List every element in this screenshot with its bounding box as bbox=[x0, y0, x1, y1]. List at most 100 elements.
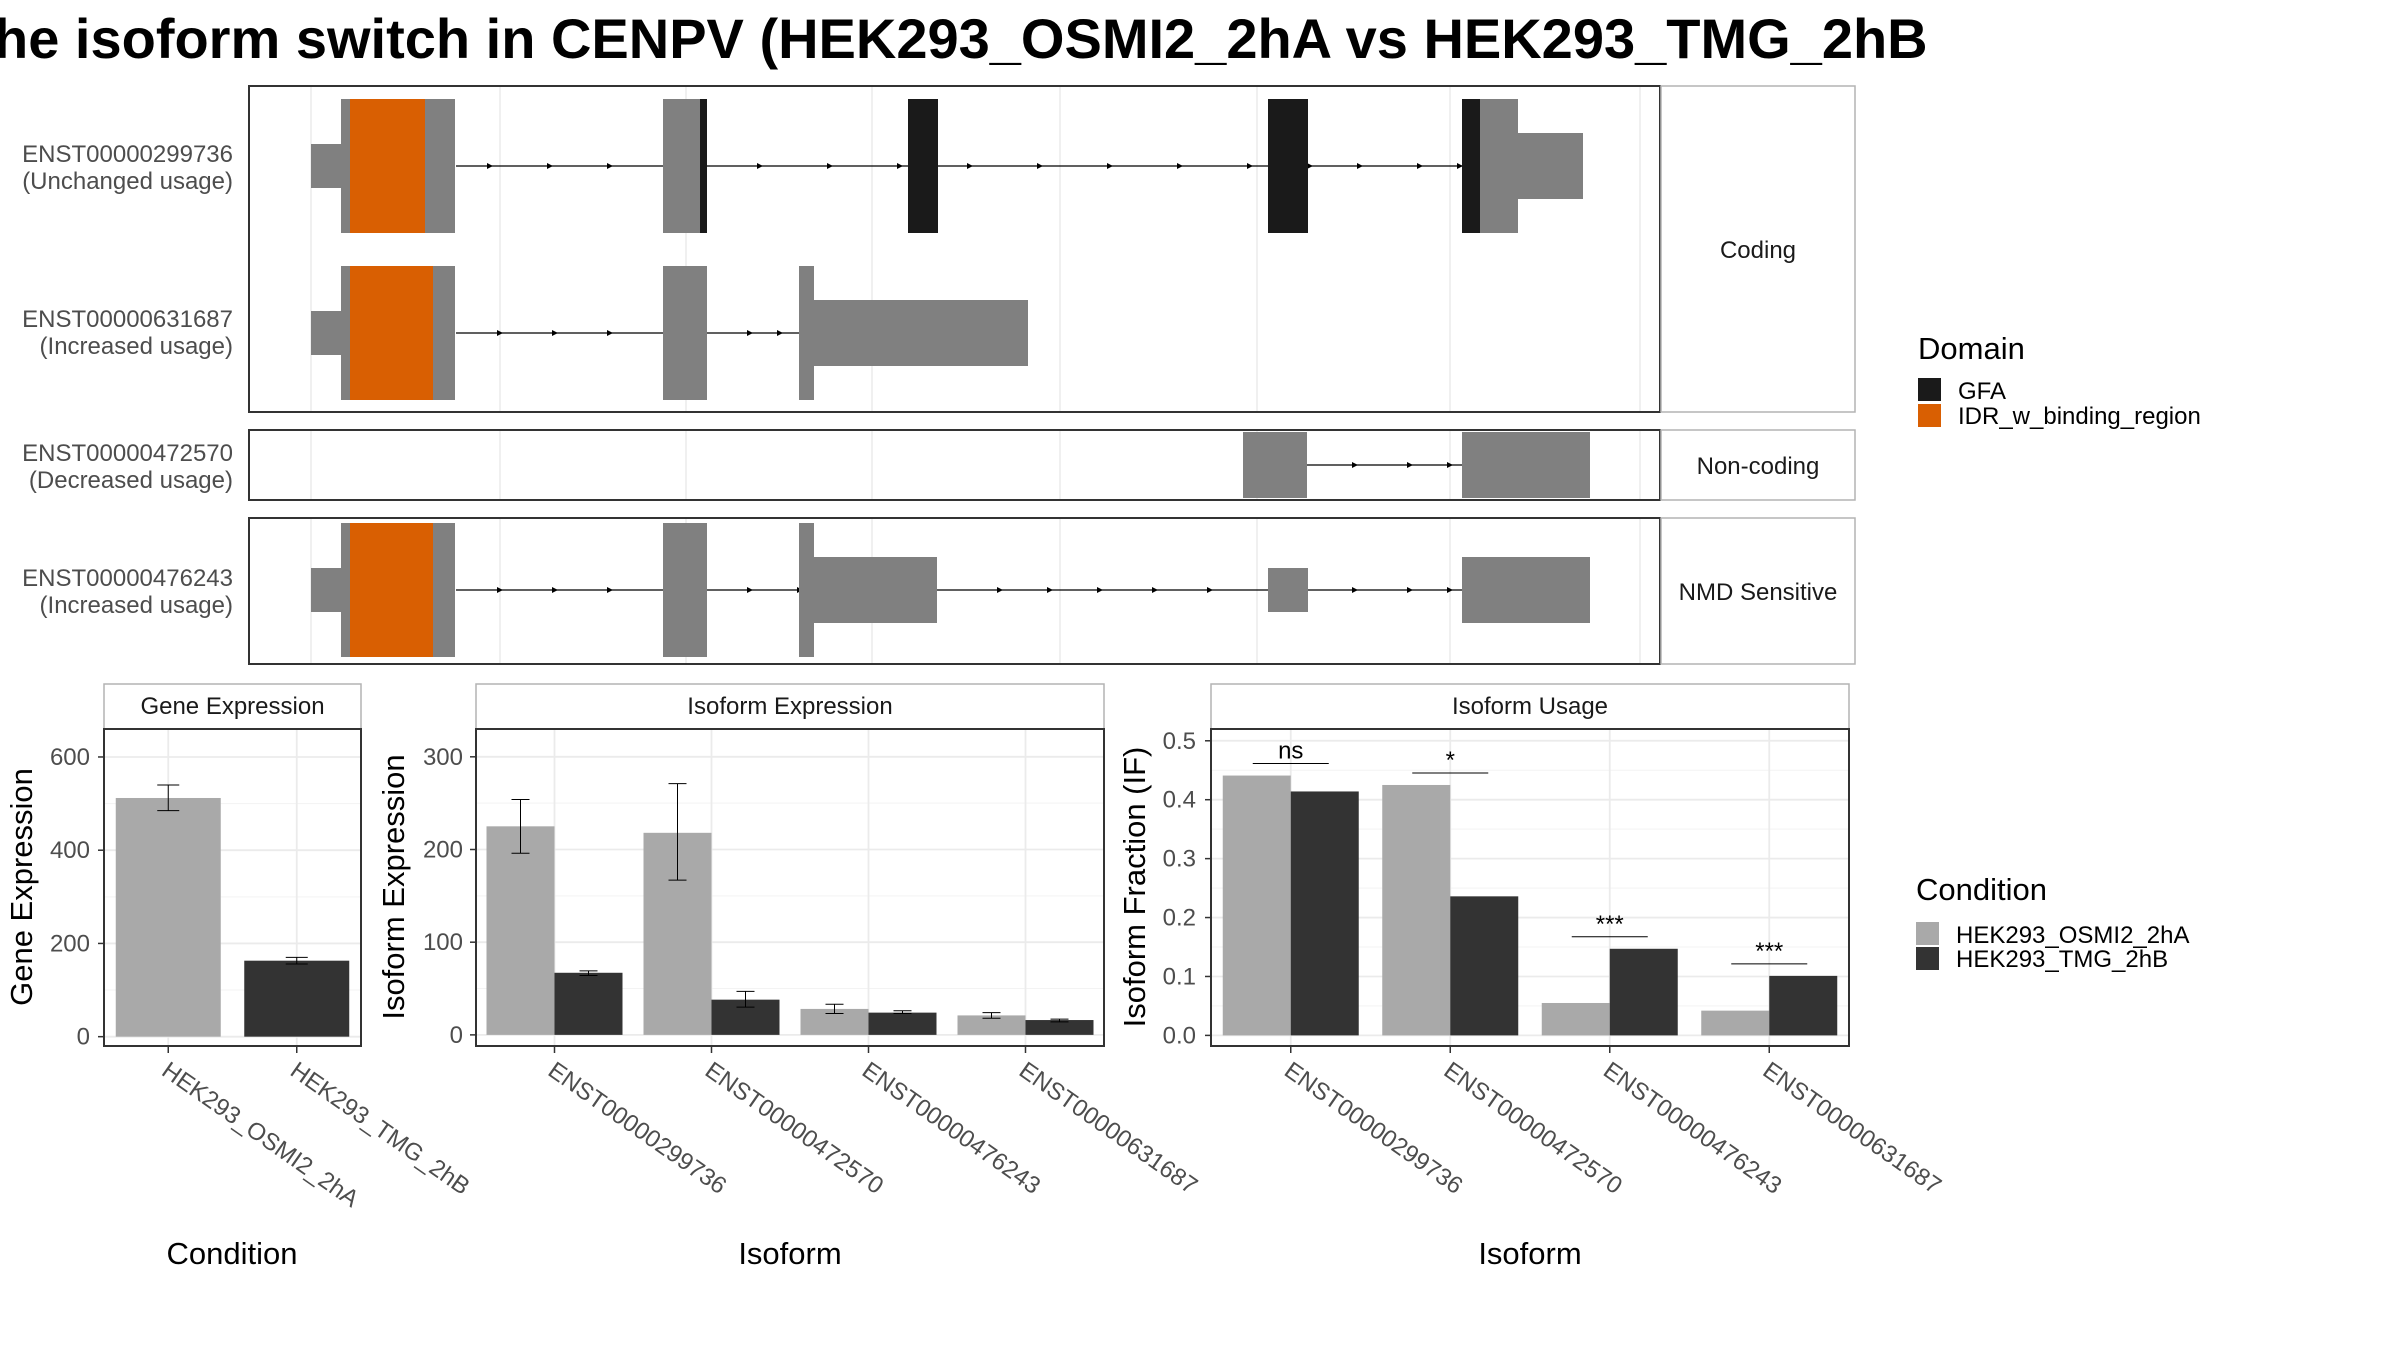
exon bbox=[663, 266, 707, 400]
y-tick-label: 0.1 bbox=[1163, 963, 1196, 990]
y-tick-label: 0.4 bbox=[1163, 787, 1196, 814]
strip-label-nmd: NMD Sensitive bbox=[1679, 579, 1838, 606]
idr-domain bbox=[350, 266, 433, 400]
intron-arrow bbox=[1047, 587, 1053, 593]
intron-arrow bbox=[747, 587, 753, 593]
significance-label: *** bbox=[1596, 911, 1624, 938]
exon bbox=[799, 523, 814, 657]
figure-title: he isoform switch in CENPV (HEK293_OSMI2… bbox=[0, 7, 1928, 70]
transcript-usage-3: (Decreased usage) bbox=[29, 467, 233, 494]
intron-arrow bbox=[1447, 462, 1453, 468]
intron-arrow bbox=[1447, 587, 1453, 593]
gfa-domain bbox=[1268, 99, 1308, 233]
intron-arrow bbox=[607, 587, 613, 593]
y-tick-label: 300 bbox=[423, 744, 463, 771]
intron-arrow bbox=[547, 163, 553, 169]
y-tick-label: 200 bbox=[50, 930, 90, 957]
bar bbox=[1541, 1002, 1610, 1036]
x-axis-title: Isoform bbox=[1478, 1236, 1581, 1271]
exon bbox=[1268, 568, 1308, 612]
strip-label-coding: Coding bbox=[1720, 237, 1796, 264]
intron-arrow bbox=[997, 587, 1003, 593]
exon bbox=[1518, 133, 1583, 199]
bar bbox=[1025, 1020, 1094, 1035]
significance-label: *** bbox=[1755, 938, 1783, 965]
intron-arrow bbox=[1417, 163, 1423, 169]
exon bbox=[799, 266, 814, 400]
bar bbox=[1290, 791, 1359, 1036]
x-axis-title: Isoform bbox=[738, 1236, 841, 1271]
exon-marks bbox=[311, 99, 1590, 657]
bar bbox=[244, 960, 350, 1037]
bar bbox=[115, 797, 221, 1037]
intron-arrow bbox=[897, 163, 903, 169]
transcript-usage-4: (Increased usage) bbox=[40, 592, 233, 619]
condition-legend-title: Condition bbox=[1916, 872, 2047, 907]
legend-label-cond-a: HEK293_OSMI2_2hA bbox=[1956, 922, 2189, 949]
intron-arrow bbox=[747, 330, 753, 336]
intron-arrow bbox=[607, 163, 613, 169]
exon bbox=[1462, 557, 1590, 623]
transcript-id-3: ENST00000472570 bbox=[22, 440, 233, 467]
intron-arrow bbox=[552, 587, 558, 593]
chart-strip-title: Isoform Expression bbox=[687, 693, 892, 720]
intron-arrow bbox=[497, 330, 503, 336]
exon bbox=[1243, 432, 1307, 498]
intron-arrow bbox=[1207, 587, 1213, 593]
strip-label-noncoding: Non-coding bbox=[1697, 453, 1820, 480]
bar bbox=[1769, 975, 1838, 1036]
chart-border bbox=[1210, 728, 1850, 1047]
intron-arrow bbox=[1357, 163, 1363, 169]
intron-arrow bbox=[1247, 163, 1253, 169]
legend-key-cond-b bbox=[1916, 947, 1939, 970]
y-tick-label: 0 bbox=[77, 1024, 90, 1051]
gfa-domain bbox=[700, 99, 707, 233]
exon bbox=[814, 557, 937, 623]
isoform-expression-chart: Isoform Expression0100200300ENST00000299… bbox=[376, 683, 1202, 1271]
gfa-domain bbox=[1462, 99, 1480, 233]
idr-domain bbox=[350, 523, 433, 657]
transcript-id-1: ENST00000299736 bbox=[22, 141, 233, 168]
x-axis-title: Condition bbox=[167, 1236, 298, 1271]
transcript-usage-1: (Unchanged usage) bbox=[22, 168, 233, 195]
y-tick-label: 400 bbox=[50, 837, 90, 864]
exon bbox=[1462, 432, 1590, 498]
transcript-usage-2: (Increased usage) bbox=[40, 333, 233, 360]
exon bbox=[311, 568, 343, 612]
exon bbox=[311, 144, 343, 188]
y-axis-title: Isoform Fraction (IF) bbox=[1117, 747, 1152, 1028]
intron-arrow bbox=[1107, 163, 1113, 169]
intron-arrow bbox=[1037, 163, 1043, 169]
chart-strip bbox=[1210, 683, 1850, 730]
y-axis-title: Isoform Expression bbox=[376, 754, 411, 1019]
y-tick-label: 0.3 bbox=[1163, 846, 1196, 873]
intron-arrow bbox=[487, 163, 493, 169]
transcript-id-4: ENST00000476243 bbox=[22, 565, 233, 592]
exon bbox=[814, 300, 1028, 366]
intron-arrow bbox=[1457, 163, 1463, 169]
bar bbox=[486, 826, 555, 1035]
chart-strip-title: Gene Expression bbox=[140, 693, 324, 720]
intron-arrow bbox=[757, 163, 763, 169]
legend-label-idr: IDR_w_binding_region bbox=[1958, 403, 2201, 430]
exon bbox=[1480, 99, 1518, 233]
intron-arrow bbox=[1307, 163, 1313, 169]
bar bbox=[1701, 1010, 1770, 1036]
bar bbox=[1450, 896, 1519, 1036]
domain-legend-title: Domain bbox=[1918, 331, 2025, 366]
bar bbox=[1609, 948, 1678, 1036]
legend-key-gfa bbox=[1918, 378, 1941, 401]
bar bbox=[957, 1015, 1026, 1035]
chart-strip bbox=[475, 683, 1105, 730]
intron-arrow bbox=[552, 330, 558, 336]
transcript-structure-plot: Coding Non-coding NMD Sensitive ENST0000… bbox=[22, 85, 1856, 665]
strip-coding bbox=[1660, 85, 1856, 413]
y-tick-label: 0.0 bbox=[1163, 1022, 1196, 1049]
exon bbox=[311, 311, 343, 355]
exon bbox=[663, 99, 707, 233]
condition-legend: Condition HEK293_OSMI2_2hA HEK293_TMG_2h… bbox=[1916, 872, 2189, 973]
y-tick-label: 100 bbox=[423, 929, 463, 956]
chart-strip bbox=[103, 683, 362, 730]
y-tick-label: 0.2 bbox=[1163, 905, 1196, 932]
chart-border bbox=[475, 728, 1105, 1047]
